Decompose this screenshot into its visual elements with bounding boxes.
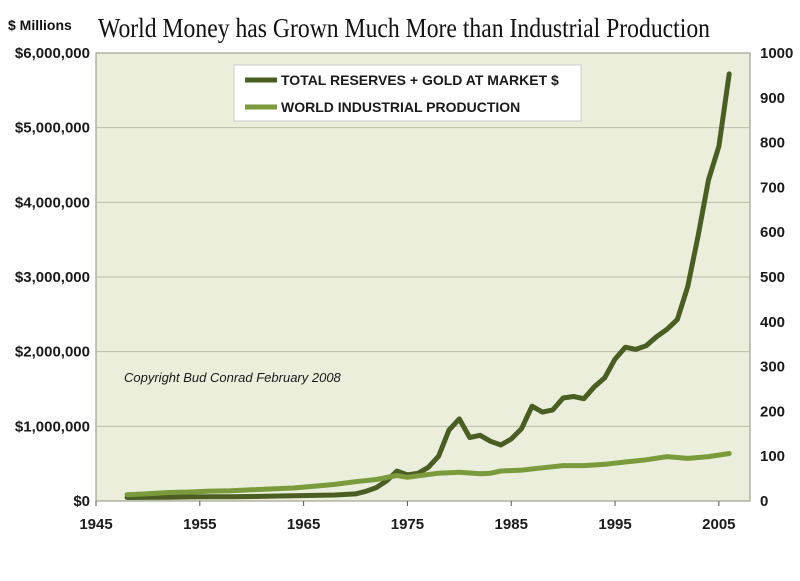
left-axis-tick-labels: $0 $1,000,000 $2,000,000 $3,000,000 $4,000,0… xyxy=(15,45,90,510)
x-axis-tick-label: 1995 xyxy=(598,516,631,533)
x-axis-tick-labels: 1945 1955 1965 1975 1985 1995 2005 xyxy=(79,501,736,533)
grid-lines xyxy=(96,127,750,427)
right-axis-tick-label: 900 xyxy=(760,90,785,107)
right-axis-tick-label: 200 xyxy=(760,403,785,420)
right-axis-tick-label: 400 xyxy=(760,314,785,331)
y-axis-unit-label: $ Millions xyxy=(8,17,72,33)
right-axis-tick-label: 800 xyxy=(760,135,785,152)
series-line-industrial-production xyxy=(124,451,732,498)
x-axis-tick-label: 1945 xyxy=(79,516,112,533)
left-axis-tick-label: $0 xyxy=(73,493,90,510)
copyright-note: Copyright Bud Conrad February 2008 xyxy=(124,370,342,385)
left-axis-tick-label: $2,000,000 xyxy=(15,344,90,361)
right-axis-tick-label: 600 xyxy=(760,224,785,241)
x-axis-tick-label: 1955 xyxy=(183,516,216,533)
legend: TOTAL RESERVES + GOLD AT MARKET $ WORLD … xyxy=(233,64,582,122)
x-axis-tick-label: 1965 xyxy=(287,516,320,533)
x-axis-tick-label: 1975 xyxy=(391,516,424,533)
left-axis-tick-label: $5,000,000 xyxy=(15,120,90,137)
right-axis-tick-label: 100 xyxy=(760,448,785,465)
x-axis-tick-label: 2005 xyxy=(702,516,735,533)
right-axis-tick-label: 1000 xyxy=(760,45,793,62)
left-axis-tick-label: $6,000,000 xyxy=(15,45,90,62)
x-axis-tick-label: 1985 xyxy=(495,516,528,533)
right-axis-tick-label: 300 xyxy=(760,359,785,376)
legend-box xyxy=(233,64,582,122)
left-axis-tick-label: $4,000,000 xyxy=(15,194,90,211)
chart-title: World Money has Grown Much More than Ind… xyxy=(98,13,710,43)
series-line-total-reserves xyxy=(124,71,732,500)
right-axis-tick-label: 500 xyxy=(760,269,785,286)
series-lines xyxy=(124,71,732,500)
right-axis-tick-label: 0 xyxy=(760,493,768,510)
right-axis-tick-labels: 0 100 200 300 400 500 600 700 800 900 1000 xyxy=(760,45,793,510)
legend-label-reserves: TOTAL RESERVES + GOLD AT MARKET $ xyxy=(281,72,559,88)
left-axis-tick-label: $1,000,000 xyxy=(15,418,90,435)
right-axis-tick-label: 700 xyxy=(760,179,785,196)
left-axis-tick-label: $3,000,000 xyxy=(15,269,90,286)
legend-label-production: WORLD INDUSTRIAL PRODUCTION xyxy=(281,99,520,115)
